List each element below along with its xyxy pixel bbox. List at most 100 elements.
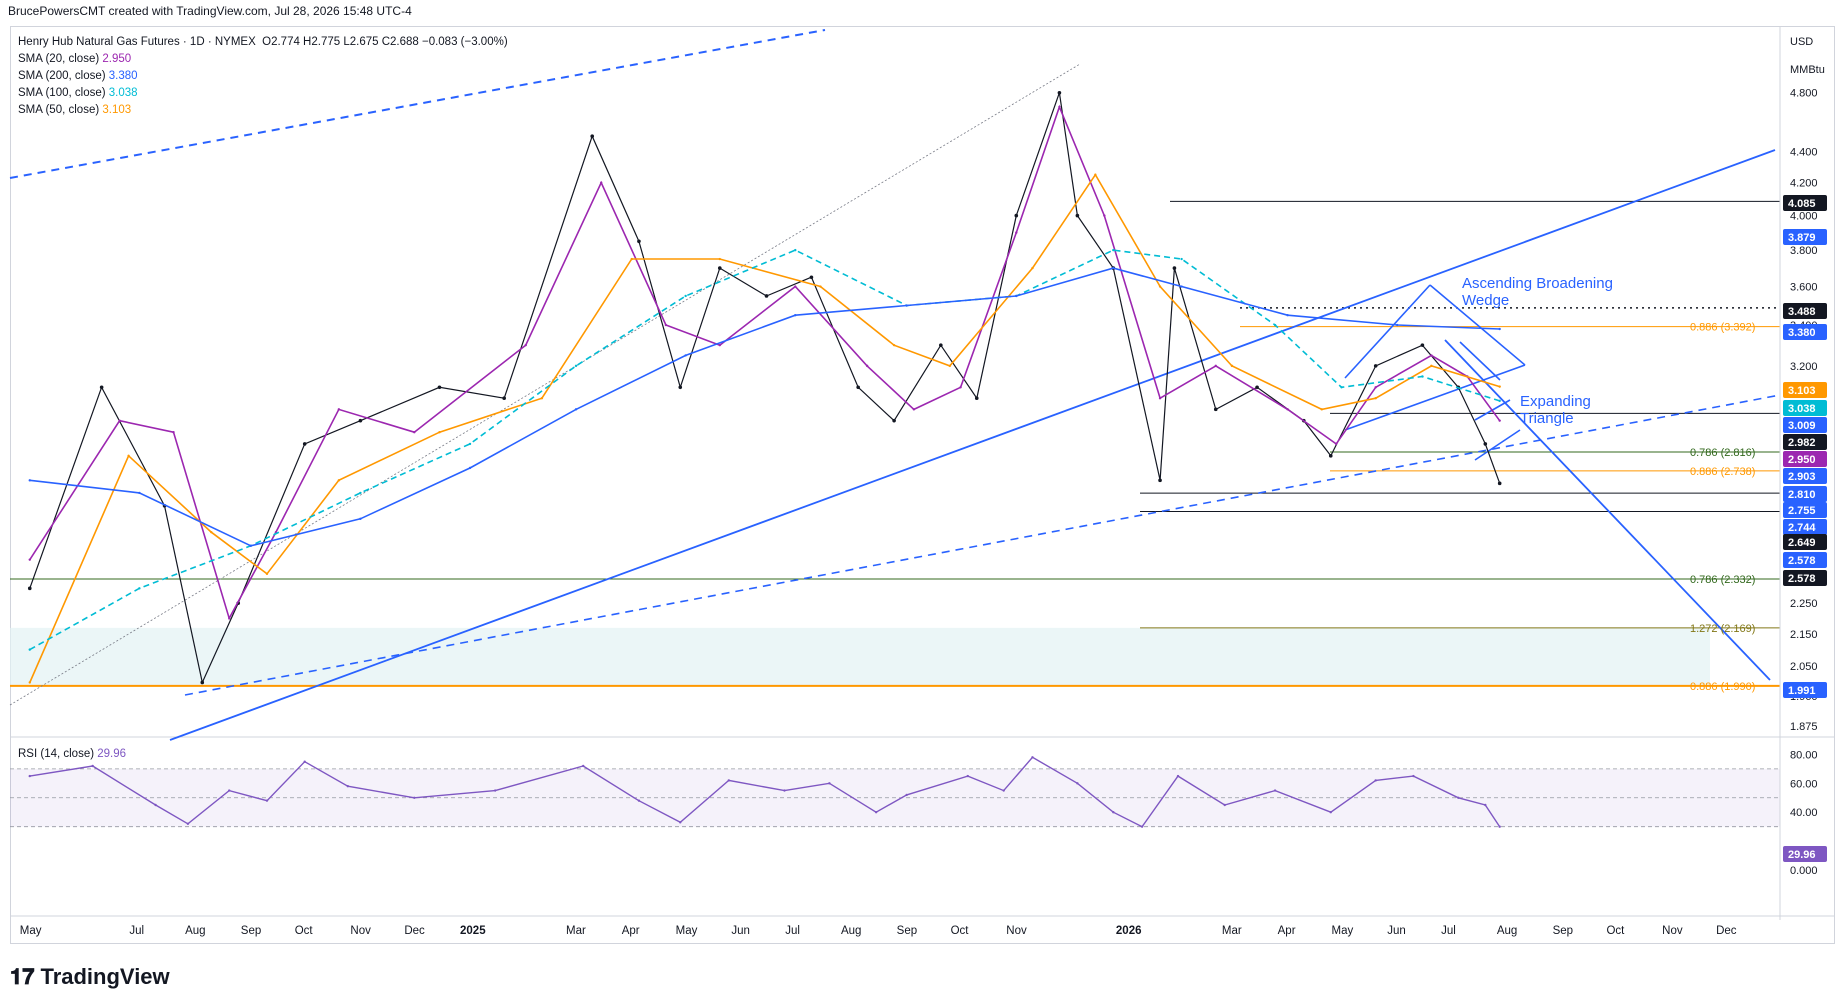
data-point xyxy=(1374,386,1377,389)
data-point xyxy=(1230,364,1234,368)
data-point xyxy=(1103,214,1106,217)
axis-unit-usd: USD xyxy=(1790,36,1813,48)
data-point xyxy=(1396,323,1399,327)
sma200-value: 3.380 xyxy=(108,70,138,82)
data-point xyxy=(1483,442,1488,446)
data-point xyxy=(502,396,506,401)
chart-attribution: BrucePowersCMT created with TradingView.… xyxy=(8,4,412,18)
time-tick-label: May xyxy=(1332,925,1354,937)
rsi-point xyxy=(1076,782,1079,785)
annotation-wedge-1: Ascending Broadening xyxy=(1462,275,1613,292)
price-tag xyxy=(1783,417,1827,433)
rsi-point xyxy=(582,764,585,768)
data-point xyxy=(468,466,472,470)
sma50-label[interactable]: SMA (50, close) xyxy=(18,104,100,116)
data-point xyxy=(664,323,668,327)
time-tick-label: Jun xyxy=(731,925,750,937)
data-point xyxy=(1320,408,1323,411)
time-tick-label: Jun xyxy=(1387,925,1406,937)
series-line xyxy=(29,249,1500,651)
data-point xyxy=(28,479,31,482)
price-tag xyxy=(1783,451,1827,467)
price-tag xyxy=(1783,682,1827,698)
rsi-point xyxy=(1412,774,1415,778)
time-tick-label: Aug xyxy=(185,925,205,937)
rsi-tick-label: 40.00 xyxy=(1790,807,1818,819)
fib-label: 0.886 (3.392) xyxy=(1690,322,1755,334)
sma20-label[interactable]: SMA (20, close) xyxy=(18,53,100,65)
rsi-point xyxy=(679,821,682,824)
data-point xyxy=(574,408,578,411)
price-tick-label: 4.200 xyxy=(1790,178,1818,190)
rsi-point xyxy=(265,799,269,802)
pattern-line xyxy=(1344,364,1526,431)
descending-trendline xyxy=(1444,339,1771,681)
pattern-line xyxy=(1429,284,1526,366)
rsi-point xyxy=(1112,811,1115,814)
time-tick-label: Mar xyxy=(566,925,586,937)
data-point xyxy=(1498,327,1501,331)
data-point xyxy=(819,285,822,288)
tradingview-brand[interactable]: 𝟏𝟕 TradingView xyxy=(10,964,170,990)
data-point xyxy=(974,396,979,401)
sma100-label[interactable]: SMA (100, close) xyxy=(18,87,106,99)
data-point xyxy=(118,419,121,422)
data-point xyxy=(764,294,769,298)
time-tick-label: Oct xyxy=(295,925,314,937)
fib-label: 0.786 (2.816) xyxy=(1690,447,1755,459)
fib-label: 0.786 (2.332) xyxy=(1690,574,1755,586)
price-tag-label: 2.578 xyxy=(1788,573,1816,585)
price-tag-label: 3.879 xyxy=(1788,232,1816,244)
data-point xyxy=(337,479,341,482)
data-point xyxy=(28,558,31,561)
data-point xyxy=(1213,407,1218,412)
price-tick-label: 1.875 xyxy=(1790,721,1818,733)
data-point xyxy=(359,491,362,495)
rsi-point xyxy=(1484,803,1487,807)
price-tag-label: 2.982 xyxy=(1788,437,1816,449)
time-tick-label: Sep xyxy=(1553,925,1573,937)
price-tag-label: 2.950 xyxy=(1788,454,1816,466)
time-tick-label: Jul xyxy=(1441,925,1456,937)
time-tick-label: 2025 xyxy=(460,925,486,937)
data-point xyxy=(138,587,141,590)
data-point xyxy=(1420,343,1425,347)
data-point xyxy=(437,385,442,390)
fib-label: 0.886 (2.738) xyxy=(1690,466,1755,478)
price-tick-label: 2.250 xyxy=(1790,598,1818,610)
symbol-title[interactable]: Henry Hub Natural Gas Futures · 1D · NYM… xyxy=(18,36,256,48)
rsi-point xyxy=(637,799,641,802)
price-tag xyxy=(1783,382,1827,398)
rsi-tick-label: 60.00 xyxy=(1790,778,1818,790)
data-point xyxy=(1430,364,1433,368)
price-tag xyxy=(1783,552,1827,568)
pattern-line xyxy=(1344,284,1431,379)
data-point xyxy=(1340,386,1343,389)
data-point xyxy=(590,134,595,139)
lower-dashed-trendline xyxy=(184,394,1781,696)
data-point xyxy=(28,648,31,651)
price-tag-label: 2.578 xyxy=(1788,555,1816,567)
data-point xyxy=(809,275,814,280)
rsi-point xyxy=(493,789,497,792)
time-tick-label: Aug xyxy=(1497,925,1517,937)
data-point xyxy=(718,343,721,347)
tradingview-logo-icon: 𝟏𝟕 xyxy=(10,964,35,989)
data-point xyxy=(637,239,641,244)
rsi-point xyxy=(228,789,231,792)
series-line xyxy=(29,173,1500,683)
rsi-point xyxy=(28,774,31,778)
time-tick-label: Oct xyxy=(1606,925,1625,937)
rsi-label[interactable]: RSI (14, close) xyxy=(18,748,95,760)
data-point xyxy=(1014,213,1019,218)
data-point xyxy=(1158,285,1162,288)
data-point xyxy=(599,181,603,184)
fib-label: 0.886 (1.990) xyxy=(1690,681,1755,693)
sma200-label[interactable]: SMA (200, close) xyxy=(18,70,106,82)
price-tag xyxy=(1783,434,1827,450)
data-point xyxy=(524,343,527,347)
rsi-point xyxy=(346,785,350,788)
price-tick-label: 3.800 xyxy=(1790,245,1818,257)
data-point xyxy=(210,530,213,534)
